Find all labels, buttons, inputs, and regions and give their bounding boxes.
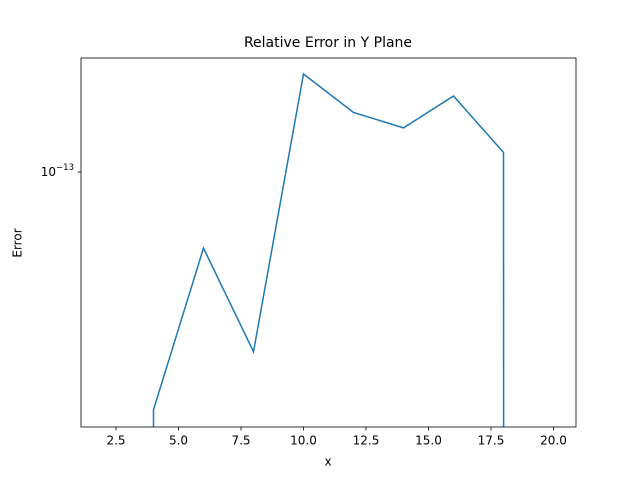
tick-base: 10 bbox=[41, 165, 56, 179]
x-tick-label: 20.0 bbox=[540, 434, 567, 448]
tick-exponent: −13 bbox=[56, 163, 74, 173]
y-tick-label: 10−13 bbox=[41, 163, 74, 179]
x-tick-label: 5.0 bbox=[169, 434, 188, 448]
x-tick-label: 15.0 bbox=[415, 434, 442, 448]
x-tick-label: 10.0 bbox=[290, 434, 317, 448]
axes-frame bbox=[80, 57, 577, 428]
chart-title: Relative Error in Y Plane bbox=[244, 35, 412, 51]
line-series bbox=[152, 72, 505, 427]
x-axis-label: x bbox=[324, 455, 331, 469]
x-tick-label: 12.5 bbox=[353, 434, 380, 448]
x-tick-label: 17.5 bbox=[478, 434, 505, 448]
plot-area bbox=[152, 72, 505, 427]
x-tick-label: 7.5 bbox=[231, 434, 250, 448]
y-axis-label: Error bbox=[11, 228, 25, 257]
x-tick-label: 2.5 bbox=[106, 434, 125, 448]
